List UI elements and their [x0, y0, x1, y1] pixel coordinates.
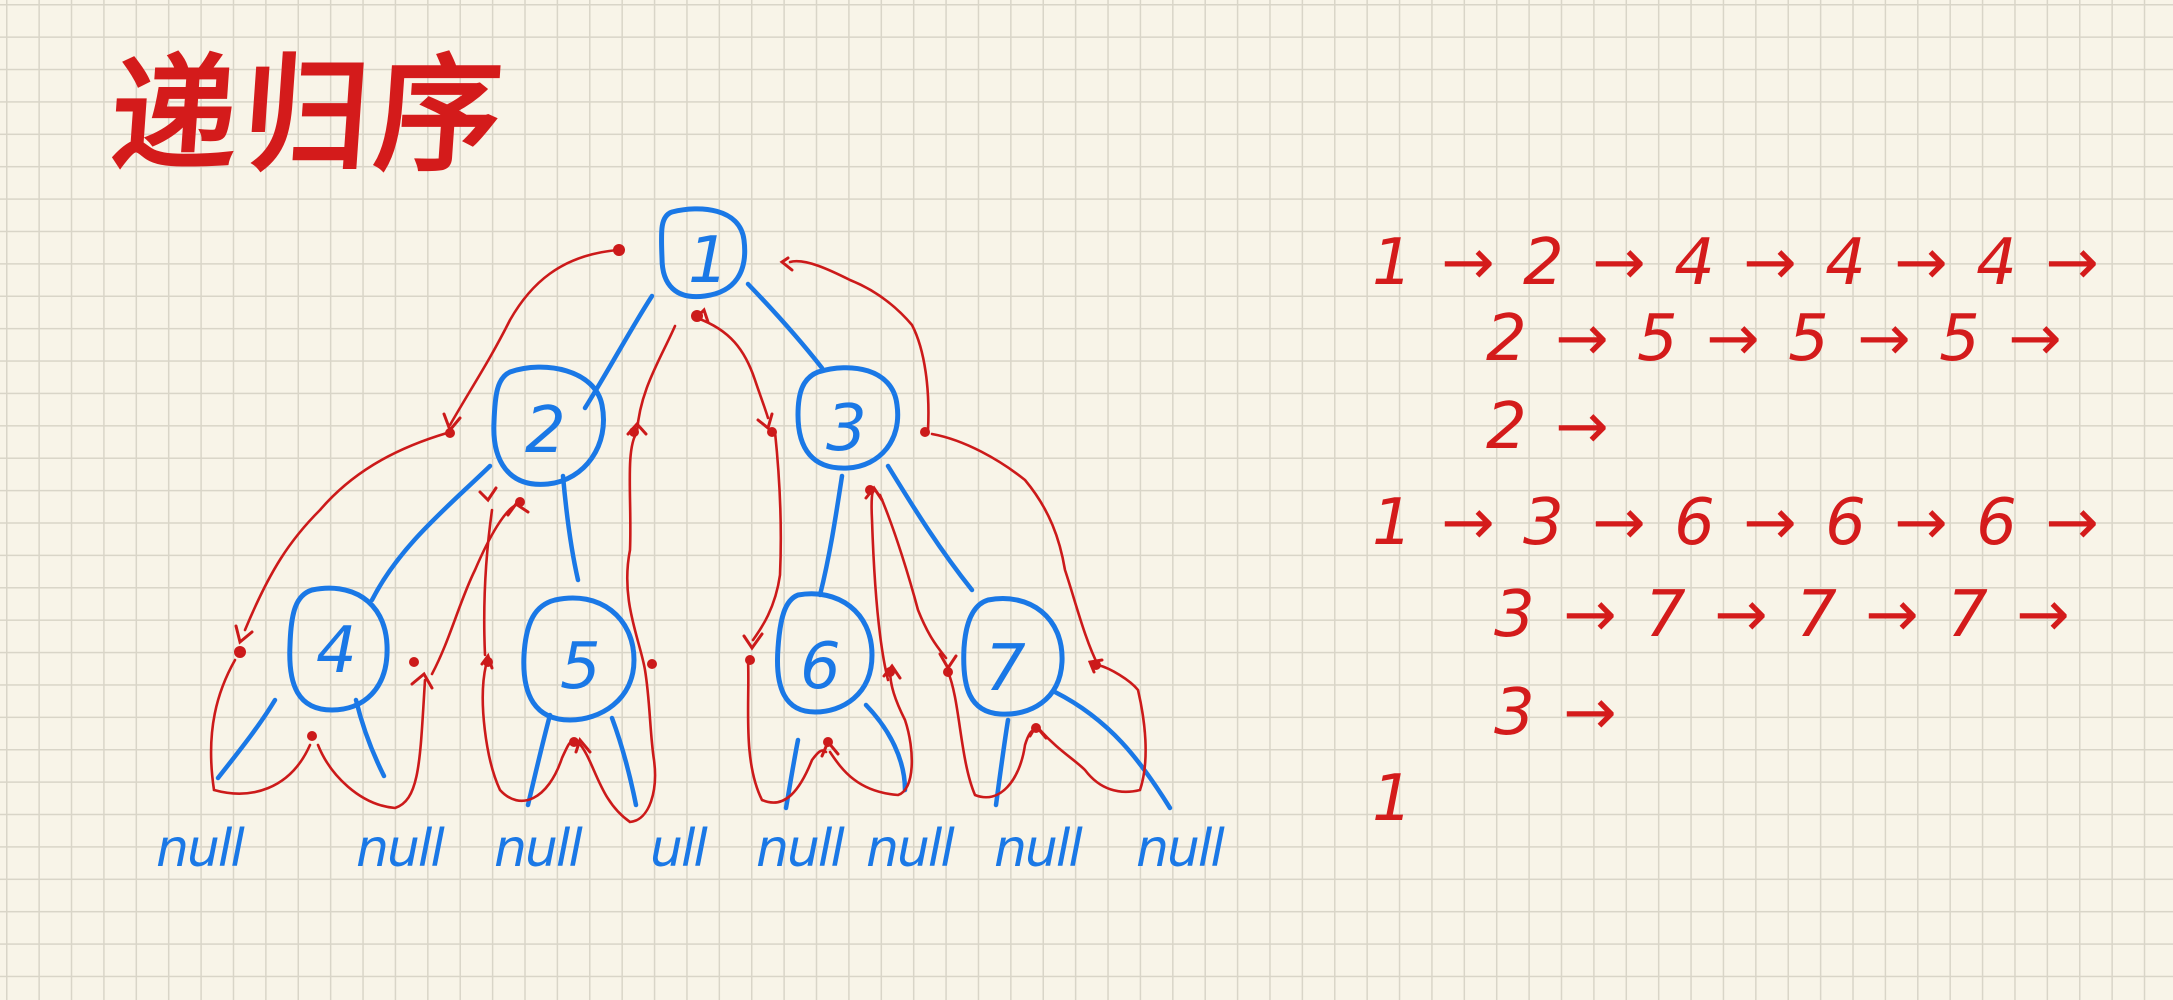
edge-1-3	[745, 281, 825, 371]
null-leaf: null	[756, 819, 845, 879]
null-leaf: ull	[650, 819, 708, 879]
svg-text:4: 4	[316, 614, 357, 688]
edge-1-2	[582, 293, 655, 411]
edge-6-null-left	[783, 737, 801, 811]
sequence-line: 1 → 2 → 4 → 4 → 4 →	[1372, 226, 2103, 300]
edge-2-4	[369, 463, 493, 603]
edge-3-6	[817, 473, 845, 598]
edge-5-null-right	[609, 715, 639, 808]
svg-text:7: 7	[985, 632, 1026, 706]
svg-text:6: 6	[800, 630, 841, 704]
null-leaf: null	[1136, 819, 1225, 879]
tree-edges	[215, 281, 1173, 811]
recursion-trace	[209, 248, 1147, 824]
null-leaves: null null null ull null null null null	[156, 819, 1227, 879]
sequence-line: 2 → 5 → 5 → 5 →	[1486, 302, 2066, 376]
tree-node-5: 5	[521, 595, 637, 723]
tree-node-4: 4	[287, 585, 390, 713]
svg-text:3: 3	[826, 392, 867, 466]
tree-node-1: 1	[658, 206, 748, 300]
edge-4-null-left	[215, 697, 278, 781]
null-leaf: null	[994, 819, 1083, 879]
tree-node-7: 7	[961, 596, 1065, 717]
null-leaf: null	[494, 819, 583, 879]
svg-text:1: 1	[688, 224, 729, 298]
sequence-line: 3 → 7 → 7 → 7 →	[1494, 578, 2074, 652]
trace-dots	[234, 244, 1101, 747]
svg-text:5: 5	[560, 630, 601, 704]
tree-node-3: 3	[795, 365, 901, 471]
edge-7-null-right	[1052, 689, 1173, 811]
edge-5-null-left	[525, 712, 553, 808]
tree-node-2: 2	[491, 364, 606, 487]
sequence-line: 2 →	[1486, 390, 1613, 464]
edge-2-5	[560, 473, 581, 583]
null-leaf: null	[156, 819, 245, 879]
edge-6-null-right	[863, 702, 908, 793]
edge-3-7	[885, 463, 975, 593]
sequence-line: 1	[1372, 762, 1417, 836]
null-leaf: null	[866, 819, 955, 879]
sequence-line: 1 → 3 → 6 → 6 → 6 →	[1372, 486, 2103, 560]
null-leaf: null	[356, 819, 445, 879]
edge-4-null-right	[353, 697, 387, 779]
svg-text:2: 2	[525, 394, 566, 468]
tree-node-6: 6	[774, 591, 875, 715]
trace-arrowheads	[234, 256, 1104, 758]
tree-nodes: 1 2 3 4 5 6 7	[287, 206, 1065, 723]
sequence-line: 3 →	[1494, 676, 1621, 750]
